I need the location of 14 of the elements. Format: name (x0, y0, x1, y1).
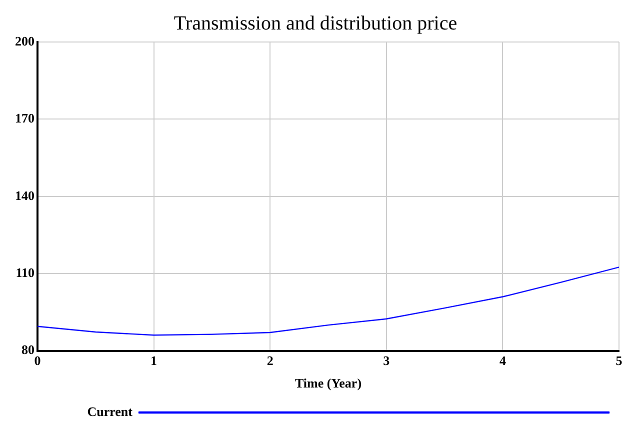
y-tick-label: 170 (15, 110, 34, 126)
y-tick-label: 80 (22, 342, 34, 358)
x-tick-label: 4 (499, 352, 506, 368)
x-tick-label: 0 (34, 352, 41, 368)
x-tick-label: 1 (150, 352, 158, 368)
x-tick-label: 3 (383, 352, 390, 368)
x-axis-title: Time (Year) (294, 376, 362, 391)
y-tick-label: 110 (16, 264, 34, 280)
x-tick-label: 5 (616, 352, 623, 368)
y-tick-label: 200 (15, 33, 34, 48)
y-tick-label: 140 (15, 188, 34, 203)
x-tick-label: 2 (266, 352, 274, 368)
text: Current (87, 404, 134, 419)
chart-title: Transmission and distribution price (174, 12, 458, 34)
